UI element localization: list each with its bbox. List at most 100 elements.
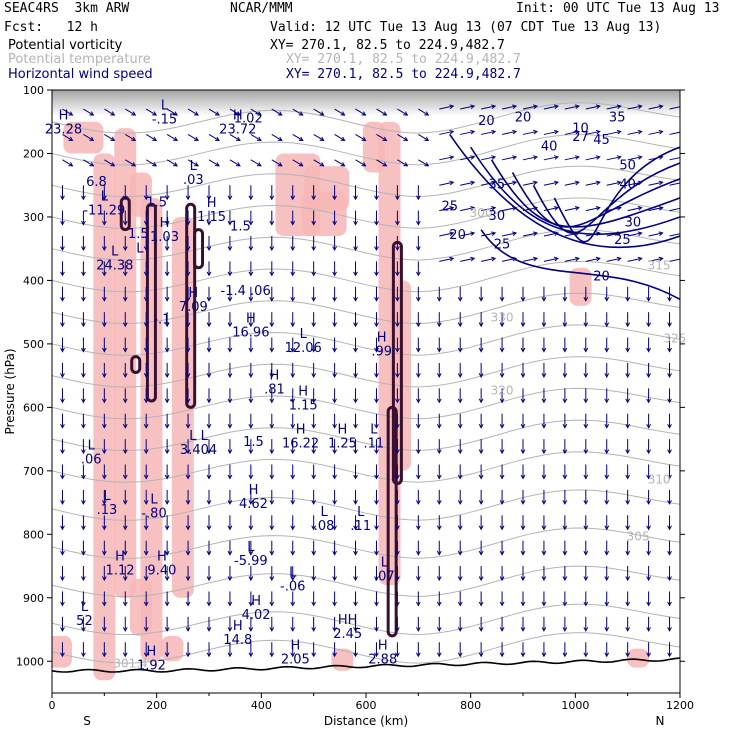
wind-vector-head	[457, 500, 463, 505]
wind-vector-head	[583, 373, 589, 378]
wind-vector-head	[667, 500, 672, 505]
wind-vector	[376, 108, 387, 116]
wind-vector-head	[185, 576, 191, 582]
wind-vector-head	[340, 111, 346, 116]
wind-vector-head	[374, 322, 379, 328]
wind-vector	[522, 181, 538, 186]
wind-vector-head	[290, 576, 296, 582]
wind-vector-head	[646, 423, 651, 429]
wind-vector-head	[553, 129, 559, 135]
extremum-letter: H	[147, 645, 157, 660]
wind-vector-head	[478, 373, 484, 378]
wind-vector-head	[625, 576, 631, 582]
extremum-letter: L L	[189, 429, 208, 444]
wind-vector-head	[81, 373, 86, 378]
wind-vector-head	[332, 525, 337, 531]
wind-vector-head	[395, 398, 400, 404]
wind-vector-head	[499, 652, 505, 658]
wind-vector	[187, 159, 199, 167]
wind-vector-head	[395, 601, 400, 607]
wind-vector-head	[164, 500, 170, 505]
wind-vector-head	[449, 205, 455, 211]
wind-vector	[669, 131, 680, 135]
wind-vector	[208, 134, 220, 141]
wind-vector-head	[478, 550, 484, 556]
wind-vector-head	[616, 104, 622, 110]
wind-vector-head	[227, 652, 233, 658]
wind-vector	[522, 130, 538, 135]
wind-vector-head	[583, 627, 589, 632]
wind-vector-head	[60, 220, 65, 226]
wind-vector-head	[562, 322, 568, 328]
wind-speed-contour	[469, 146, 680, 236]
wind-vector-head	[60, 322, 65, 328]
wind-vector-head	[499, 525, 505, 531]
wind-vector-head	[520, 297, 526, 302]
wind-vector	[313, 134, 324, 141]
wind-vector-head	[227, 550, 233, 556]
extremum-value: .06	[81, 452, 102, 467]
extremum-value: 4.02	[242, 608, 271, 623]
wind-vector-head	[457, 423, 463, 429]
wind-vector-head	[290, 271, 296, 277]
wind-vector-head	[562, 525, 568, 531]
wind-vector-head	[353, 576, 358, 582]
wind-vector-head	[541, 423, 547, 429]
theta-contour	[52, 165, 680, 198]
wind-vector-head	[311, 449, 317, 455]
wind-vector-head	[290, 246, 296, 252]
wind-speed-label: 25	[614, 233, 631, 248]
wind-vector-head	[574, 205, 580, 211]
wind-vector-head	[122, 474, 128, 480]
wind-vector-head	[227, 347, 233, 353]
wind-vector-head	[311, 246, 317, 252]
wind-vector-head	[583, 576, 589, 582]
wind-vector-head	[499, 500, 505, 505]
wind-vector-head	[332, 297, 337, 302]
wind-vector-head	[206, 474, 212, 480]
wind-vector	[627, 257, 642, 262]
extremum-letter: H	[290, 638, 300, 653]
wind-vector-head	[81, 297, 86, 302]
wind-vector-head	[646, 449, 651, 455]
wind-vector-head	[81, 347, 86, 353]
wind-vector-head	[512, 256, 518, 262]
wind-vector-head	[332, 474, 337, 480]
wind-vector-head	[395, 195, 400, 201]
wind-vector-head	[269, 525, 275, 531]
wind-vector	[334, 108, 345, 116]
extremum-value: 1.25	[328, 436, 357, 451]
y-tick-label: 200	[23, 147, 44, 160]
y-tick-label: 100	[23, 84, 44, 97]
wind-vector-head	[374, 271, 379, 277]
wind-vector	[627, 181, 642, 186]
wind-vector-head	[60, 398, 65, 404]
wind-vector-head	[311, 627, 317, 632]
wind-vector-head	[340, 136, 346, 141]
wind-vector-head	[478, 474, 484, 480]
wind-vector-head	[353, 398, 358, 404]
wind-vector-head	[478, 525, 484, 531]
wind-vector-head	[595, 104, 601, 110]
wind-vector	[418, 159, 429, 167]
axes-layer: 100 200 300 400 500 600 700 800 900 1000 0 200 400 60…	[3, 84, 694, 728]
wind-vector-head	[60, 525, 65, 531]
wind-vector	[669, 182, 680, 186]
wind-vector-head	[353, 322, 358, 328]
wind-vector-head	[68, 162, 74, 167]
wind-vector-head	[332, 347, 337, 353]
extremum-letter: L	[190, 159, 198, 174]
wind-vector-head	[520, 347, 526, 353]
wind-vector-head	[311, 220, 317, 226]
valid-time: Valid: 12 UTC Tue 13 Aug 13 (07 CDT Tue …	[270, 20, 662, 35]
wind-vector-head	[457, 550, 463, 556]
wind-vector-head	[361, 111, 367, 116]
legend-theta-label: Potential temperature	[8, 52, 151, 67]
wind-vector-head	[101, 297, 107, 302]
wind-vector-head	[604, 322, 610, 328]
wind-vector-head	[353, 474, 358, 480]
extremum-letter: H	[59, 108, 69, 123]
wind-vector-head	[667, 449, 672, 455]
wind-vector-head	[424, 162, 430, 167]
wind-vector	[564, 232, 579, 237]
